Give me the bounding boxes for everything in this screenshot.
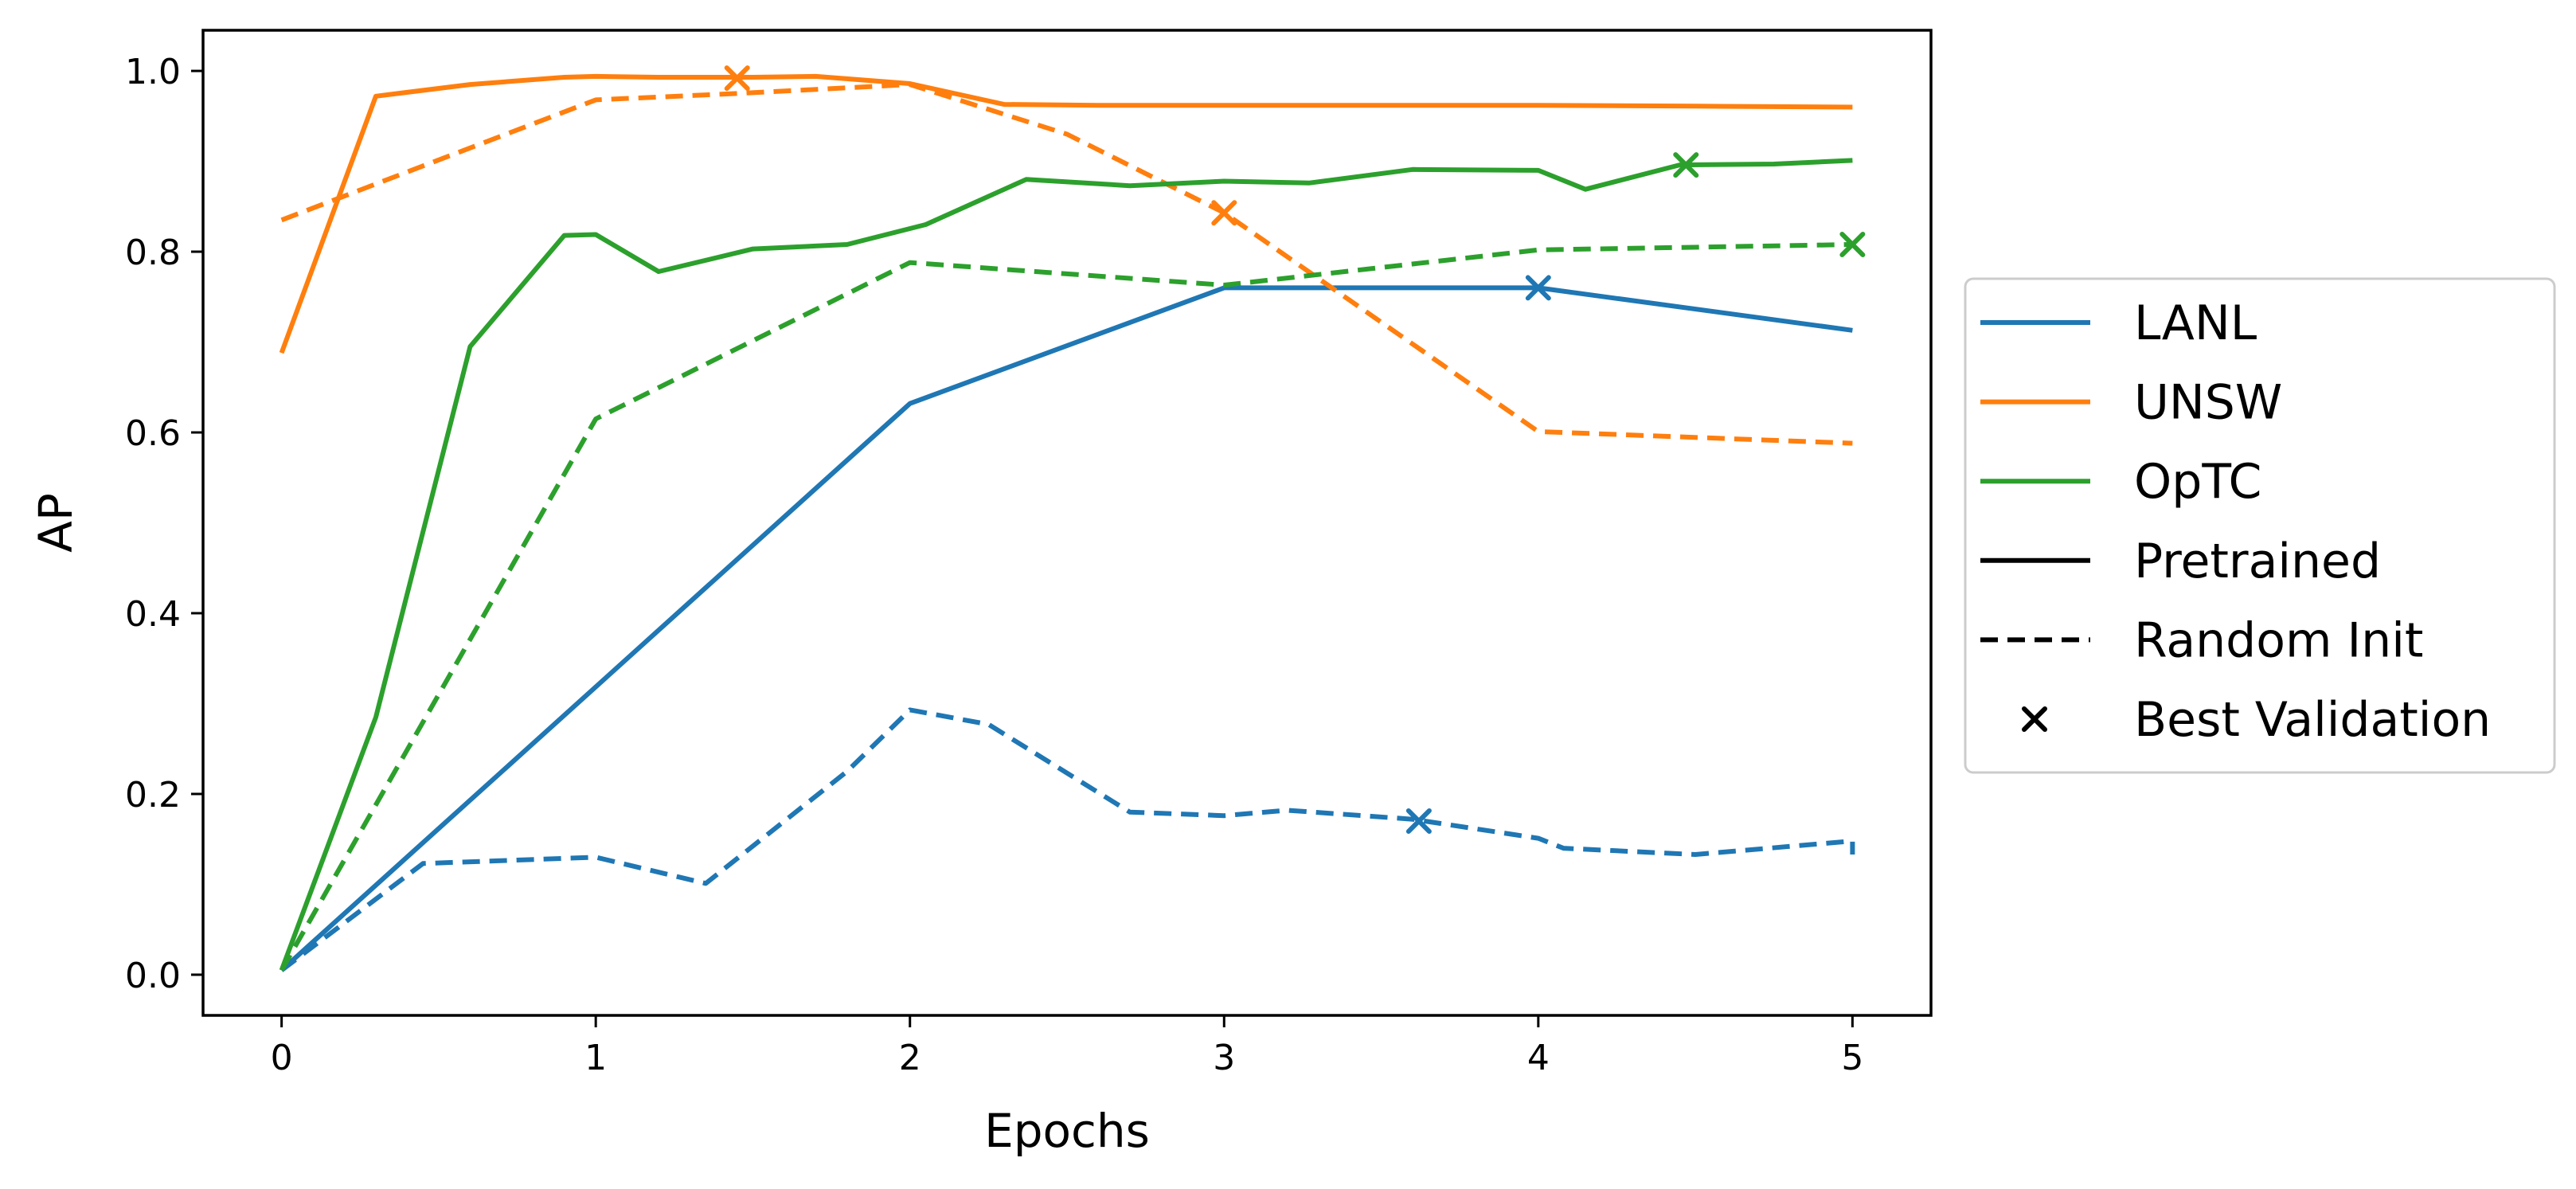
axis-ticks: 0 1 2 3 4 5 0.0 0.2 0.4 0.6 0.8 1.0 xyxy=(125,52,1863,1078)
best-validation-marker-3 xyxy=(1211,200,1237,226)
y-tick-label: 0.8 xyxy=(125,233,181,273)
series-line-5 xyxy=(279,242,1853,972)
x-tick-label: 5 xyxy=(1841,1038,1863,1078)
y-tick-label: 0.2 xyxy=(125,775,181,815)
y-tick-label: 0.6 xyxy=(125,413,181,454)
legend-label: Pretrained xyxy=(2134,534,2381,589)
best-validation-marker-5 xyxy=(1839,231,1866,257)
legend-label: UNSW xyxy=(2134,375,2282,431)
x-tick-label: 1 xyxy=(584,1038,607,1078)
y-axis-title: AP xyxy=(29,493,83,553)
legend-entry: UNSW xyxy=(1980,375,2282,431)
legend-marker-icon xyxy=(2022,706,2047,732)
plot-area-frame xyxy=(201,29,1933,1017)
series-line-0 xyxy=(279,285,1853,972)
legend: LANL UNSW OpTC Pretrained Random Init Best Va… xyxy=(1964,277,2556,774)
legend-label: Random Init xyxy=(2134,612,2423,668)
x-tick-label: 4 xyxy=(1527,1038,1550,1078)
legend-frame xyxy=(1964,277,2556,774)
series-line-1 xyxy=(279,707,1855,972)
legend-label: OpTC xyxy=(2134,454,2261,510)
legend-entry: LANL xyxy=(1980,295,2257,351)
best-validation-marker-2 xyxy=(724,65,750,92)
legend-entry: OpTC xyxy=(1980,454,2261,510)
x-tick-label: 0 xyxy=(271,1038,293,1078)
series-line-3 xyxy=(280,82,1853,446)
y-tick-label: 0.0 xyxy=(125,956,181,996)
legend-entry: Random Init xyxy=(1980,612,2423,668)
series-line-4 xyxy=(279,158,1853,972)
best-validation-marker-0 xyxy=(1525,275,1551,301)
x-tick-label: 2 xyxy=(899,1038,921,1078)
best-validation-marker-4 xyxy=(1673,152,1699,178)
legend-entry: Pretrained xyxy=(1980,534,2381,589)
x-axis-title: Epochs xyxy=(984,1104,1150,1158)
y-tick-label: 0.4 xyxy=(125,594,181,635)
best-validation-markers xyxy=(724,65,1866,835)
legend-label: LANL xyxy=(2134,295,2257,351)
best-validation-marker-1 xyxy=(1405,808,1432,835)
legend-entry: Best Validation xyxy=(2022,692,2491,748)
y-tick-label: 1.0 xyxy=(125,52,181,92)
legend-label: Best Validation xyxy=(2134,692,2491,748)
x-tick-label: 3 xyxy=(1213,1038,1235,1078)
series-layer xyxy=(279,73,1855,972)
series-line-2 xyxy=(279,73,1853,354)
